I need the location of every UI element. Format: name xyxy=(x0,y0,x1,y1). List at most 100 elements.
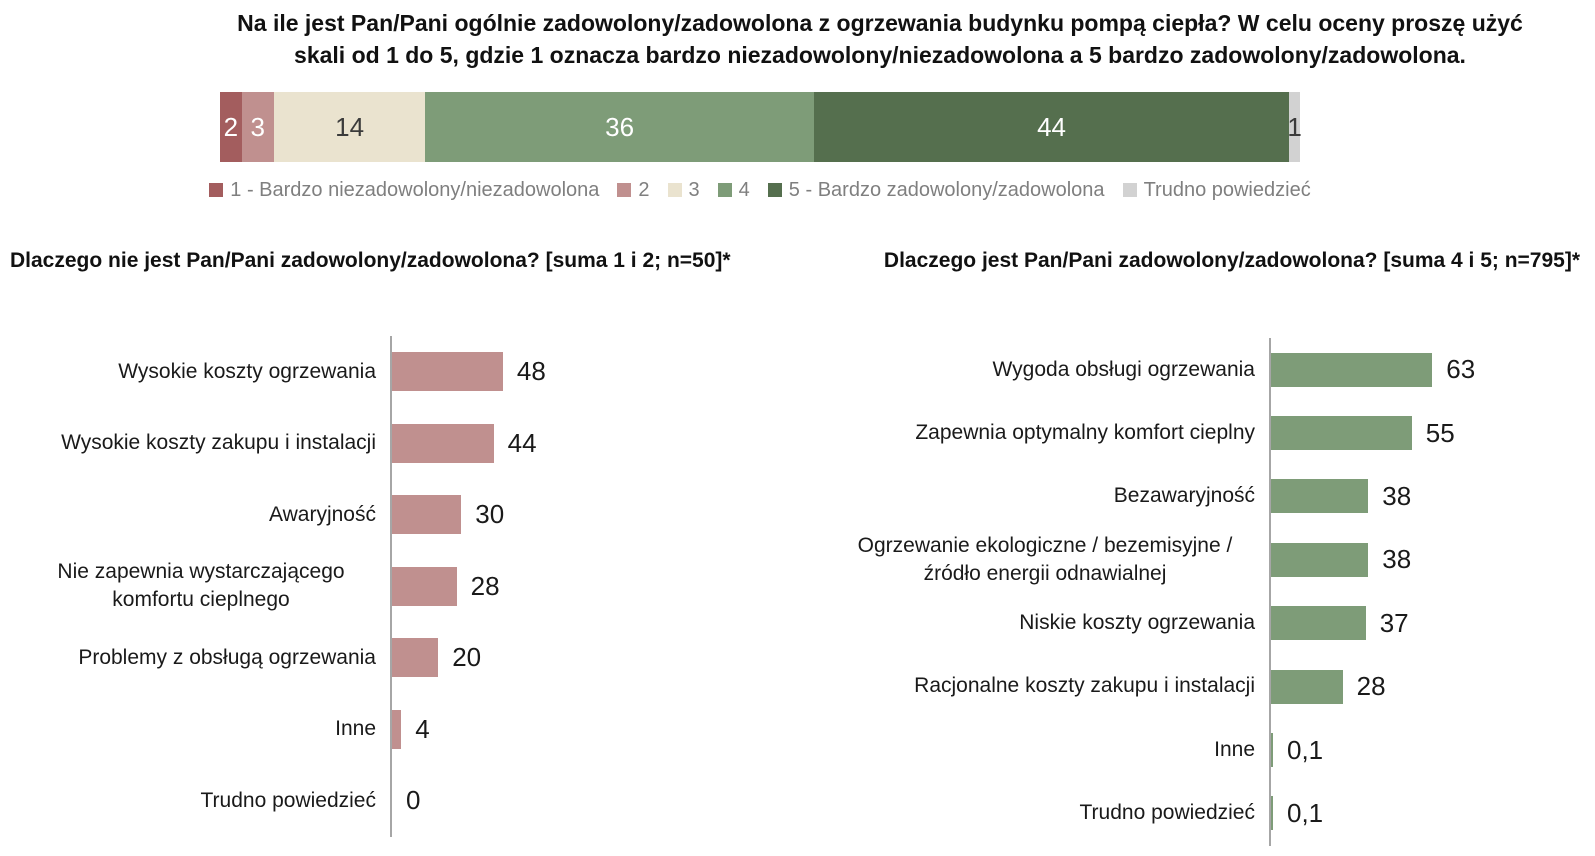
legend-label: 2 xyxy=(638,178,650,201)
category-label: Niskie koszty ogrzewania xyxy=(1019,611,1255,635)
bar-zone: 44 xyxy=(390,408,800,480)
bar xyxy=(1271,796,1273,831)
bar xyxy=(1271,669,1343,704)
legend-swatch xyxy=(767,183,782,197)
bar xyxy=(392,638,439,678)
bar xyxy=(1271,606,1366,641)
value-label: 44 xyxy=(507,427,537,458)
bar-zone: 38 xyxy=(1269,465,1595,528)
category-cell: Niskie koszty ogrzewania xyxy=(805,609,1269,637)
legend-swatch xyxy=(617,183,632,197)
legend-swatch xyxy=(717,183,732,197)
bar-row: Inne 0,1 xyxy=(805,718,1595,781)
stacked-segment-4: 36 xyxy=(425,92,814,162)
value-label: 37 xyxy=(1379,607,1409,638)
bar-zone: 4 xyxy=(390,694,800,766)
category-label: Wygoda obsługi ogrzewania xyxy=(992,357,1255,381)
bar xyxy=(1271,479,1369,514)
legend-swatch xyxy=(1122,183,1137,197)
legend-item-1: 1 - Bardzo niezadowolony/niezadowolona xyxy=(209,179,599,202)
category-label: Wysokie koszty ogrzewania xyxy=(118,359,376,383)
category-cell: Nie zapewnia wystarczającego komfortu ci… xyxy=(0,558,390,615)
legend-label: 4 xyxy=(738,178,750,201)
bar xyxy=(1271,416,1412,451)
legend-label: Trudno powiedzieć xyxy=(1143,178,1311,201)
category-label: Bezawaryjność xyxy=(1113,484,1255,508)
legend-item-2: 2 xyxy=(617,178,650,202)
bar-row: Wysokie koszty ogrzewania 48 xyxy=(0,336,800,408)
value-label: 28 xyxy=(1356,671,1386,702)
bar-zone: 37 xyxy=(1269,592,1595,655)
satisfaction-stacked-bar: 2 3 14 36 44 1 xyxy=(220,92,1302,162)
bar xyxy=(392,709,402,749)
dissatisfied-reasons-chart: Wysokie koszty ogrzewania 48 Wysokie koszt… xyxy=(0,336,800,837)
bar xyxy=(392,423,494,463)
bar-row: Awaryjność 30 xyxy=(0,479,800,551)
bar-zone: 30 xyxy=(390,479,800,551)
bar xyxy=(1271,352,1433,387)
stacked-segment-value: 14 xyxy=(335,111,365,142)
bar-row: Bezawaryjność 38 xyxy=(805,465,1595,528)
bar xyxy=(392,352,503,392)
category-axis-line xyxy=(1269,338,1271,846)
stacked-segment-1: 2 xyxy=(220,92,242,162)
category-cell: Wysokie koszty zakupu i instalacji xyxy=(0,429,390,457)
legend-item-4: 4 xyxy=(717,178,750,202)
stacked-chart-title: Na ile jest Pan/Pani ogólnie zadowolony/… xyxy=(237,10,1523,68)
bar-zone: 38 xyxy=(1269,528,1595,591)
legend-item-5: 5 - Bardzo zadowolony/zadowolona xyxy=(767,179,1105,202)
category-cell: Bezawaryjność xyxy=(805,482,1269,510)
value-label: 38 xyxy=(1382,480,1412,511)
value-label: 0 xyxy=(406,785,421,816)
bar-row: Wysokie koszty zakupu i instalacji 44 xyxy=(0,408,800,480)
value-label: 0,1 xyxy=(1287,734,1324,765)
value-label: 63 xyxy=(1446,354,1476,385)
bar-row: Niskie koszty ogrzewania 37 xyxy=(805,592,1595,655)
category-cell: Ogrzewanie ekologiczne / bezemisyjne / ź… xyxy=(805,532,1269,589)
bar-zone: 20 xyxy=(390,622,800,694)
bar-zone: 0 xyxy=(390,765,800,837)
bar-row: Nie zapewnia wystarczającego komfortu ci… xyxy=(0,551,800,623)
value-label: 38 xyxy=(1382,544,1412,575)
category-cell: Inne xyxy=(0,715,390,743)
category-axis-line xyxy=(390,336,392,837)
bar xyxy=(392,566,457,606)
category-cell: Racjonalne koszty zakupu i instalacji xyxy=(805,672,1269,700)
bar-row: Racjonalne koszty zakupu i instalacji 28 xyxy=(805,655,1595,718)
bar-row: Trudno powiedzieć 0 xyxy=(0,765,800,837)
value-label: 48 xyxy=(516,356,546,387)
bar-row: Trudno powiedzieć 0,1 xyxy=(805,782,1595,845)
category-cell: Problemy z obsługą ogrzewania xyxy=(0,644,390,672)
bar-row: Wygoda obsługi ogrzewania 63 xyxy=(805,338,1595,401)
bar xyxy=(1271,733,1273,768)
category-cell: Awaryjność xyxy=(0,501,390,529)
satisfied-reasons-chart: Wygoda obsługi ogrzewania 63 Zapewnia opty… xyxy=(805,338,1595,846)
category-cell: Trudno powiedzieć xyxy=(0,787,390,815)
category-label: Wysokie koszty zakupu i instalacji xyxy=(61,431,376,455)
category-label: Racjonalne koszty zakupu i instalacji xyxy=(914,674,1255,698)
value-label: 0,1 xyxy=(1287,797,1324,828)
bar-zone: 0,1 xyxy=(1269,718,1595,781)
bar xyxy=(392,495,462,535)
category-label: Inne xyxy=(1214,737,1255,761)
value-label: 30 xyxy=(475,499,505,530)
legend-swatch xyxy=(209,183,224,197)
stacked-segment-3: 14 xyxy=(273,92,426,162)
category-cell: Trudno powiedzieć xyxy=(805,799,1269,827)
bar-zone: 28 xyxy=(1269,655,1595,718)
stacked-segment-value: 1 xyxy=(1287,111,1302,142)
stacked-segment-2: 3 xyxy=(241,92,274,162)
legend-swatch xyxy=(667,183,682,197)
category-cell: Zapewnia optymalny komfort cieplny xyxy=(805,419,1269,447)
bar-row: Zapewnia optymalny komfort cieplny 55 xyxy=(805,401,1595,464)
category-label: Inne xyxy=(335,717,376,741)
category-label: Nie zapewnia wystarczającego komfortu ci… xyxy=(57,559,345,612)
category-label: Zapewnia optymalny komfort cieplny xyxy=(915,420,1255,444)
stacked-segment-5: 44 xyxy=(813,92,1290,162)
bar-zone: 0,1 xyxy=(1269,782,1595,845)
bar-zone: 28 xyxy=(390,551,800,623)
legend-item-6: Trudno powiedzieć xyxy=(1122,178,1311,202)
category-cell: Wygoda obsługi ogrzewania xyxy=(805,356,1269,384)
legend-item-3: 3 xyxy=(667,179,700,202)
